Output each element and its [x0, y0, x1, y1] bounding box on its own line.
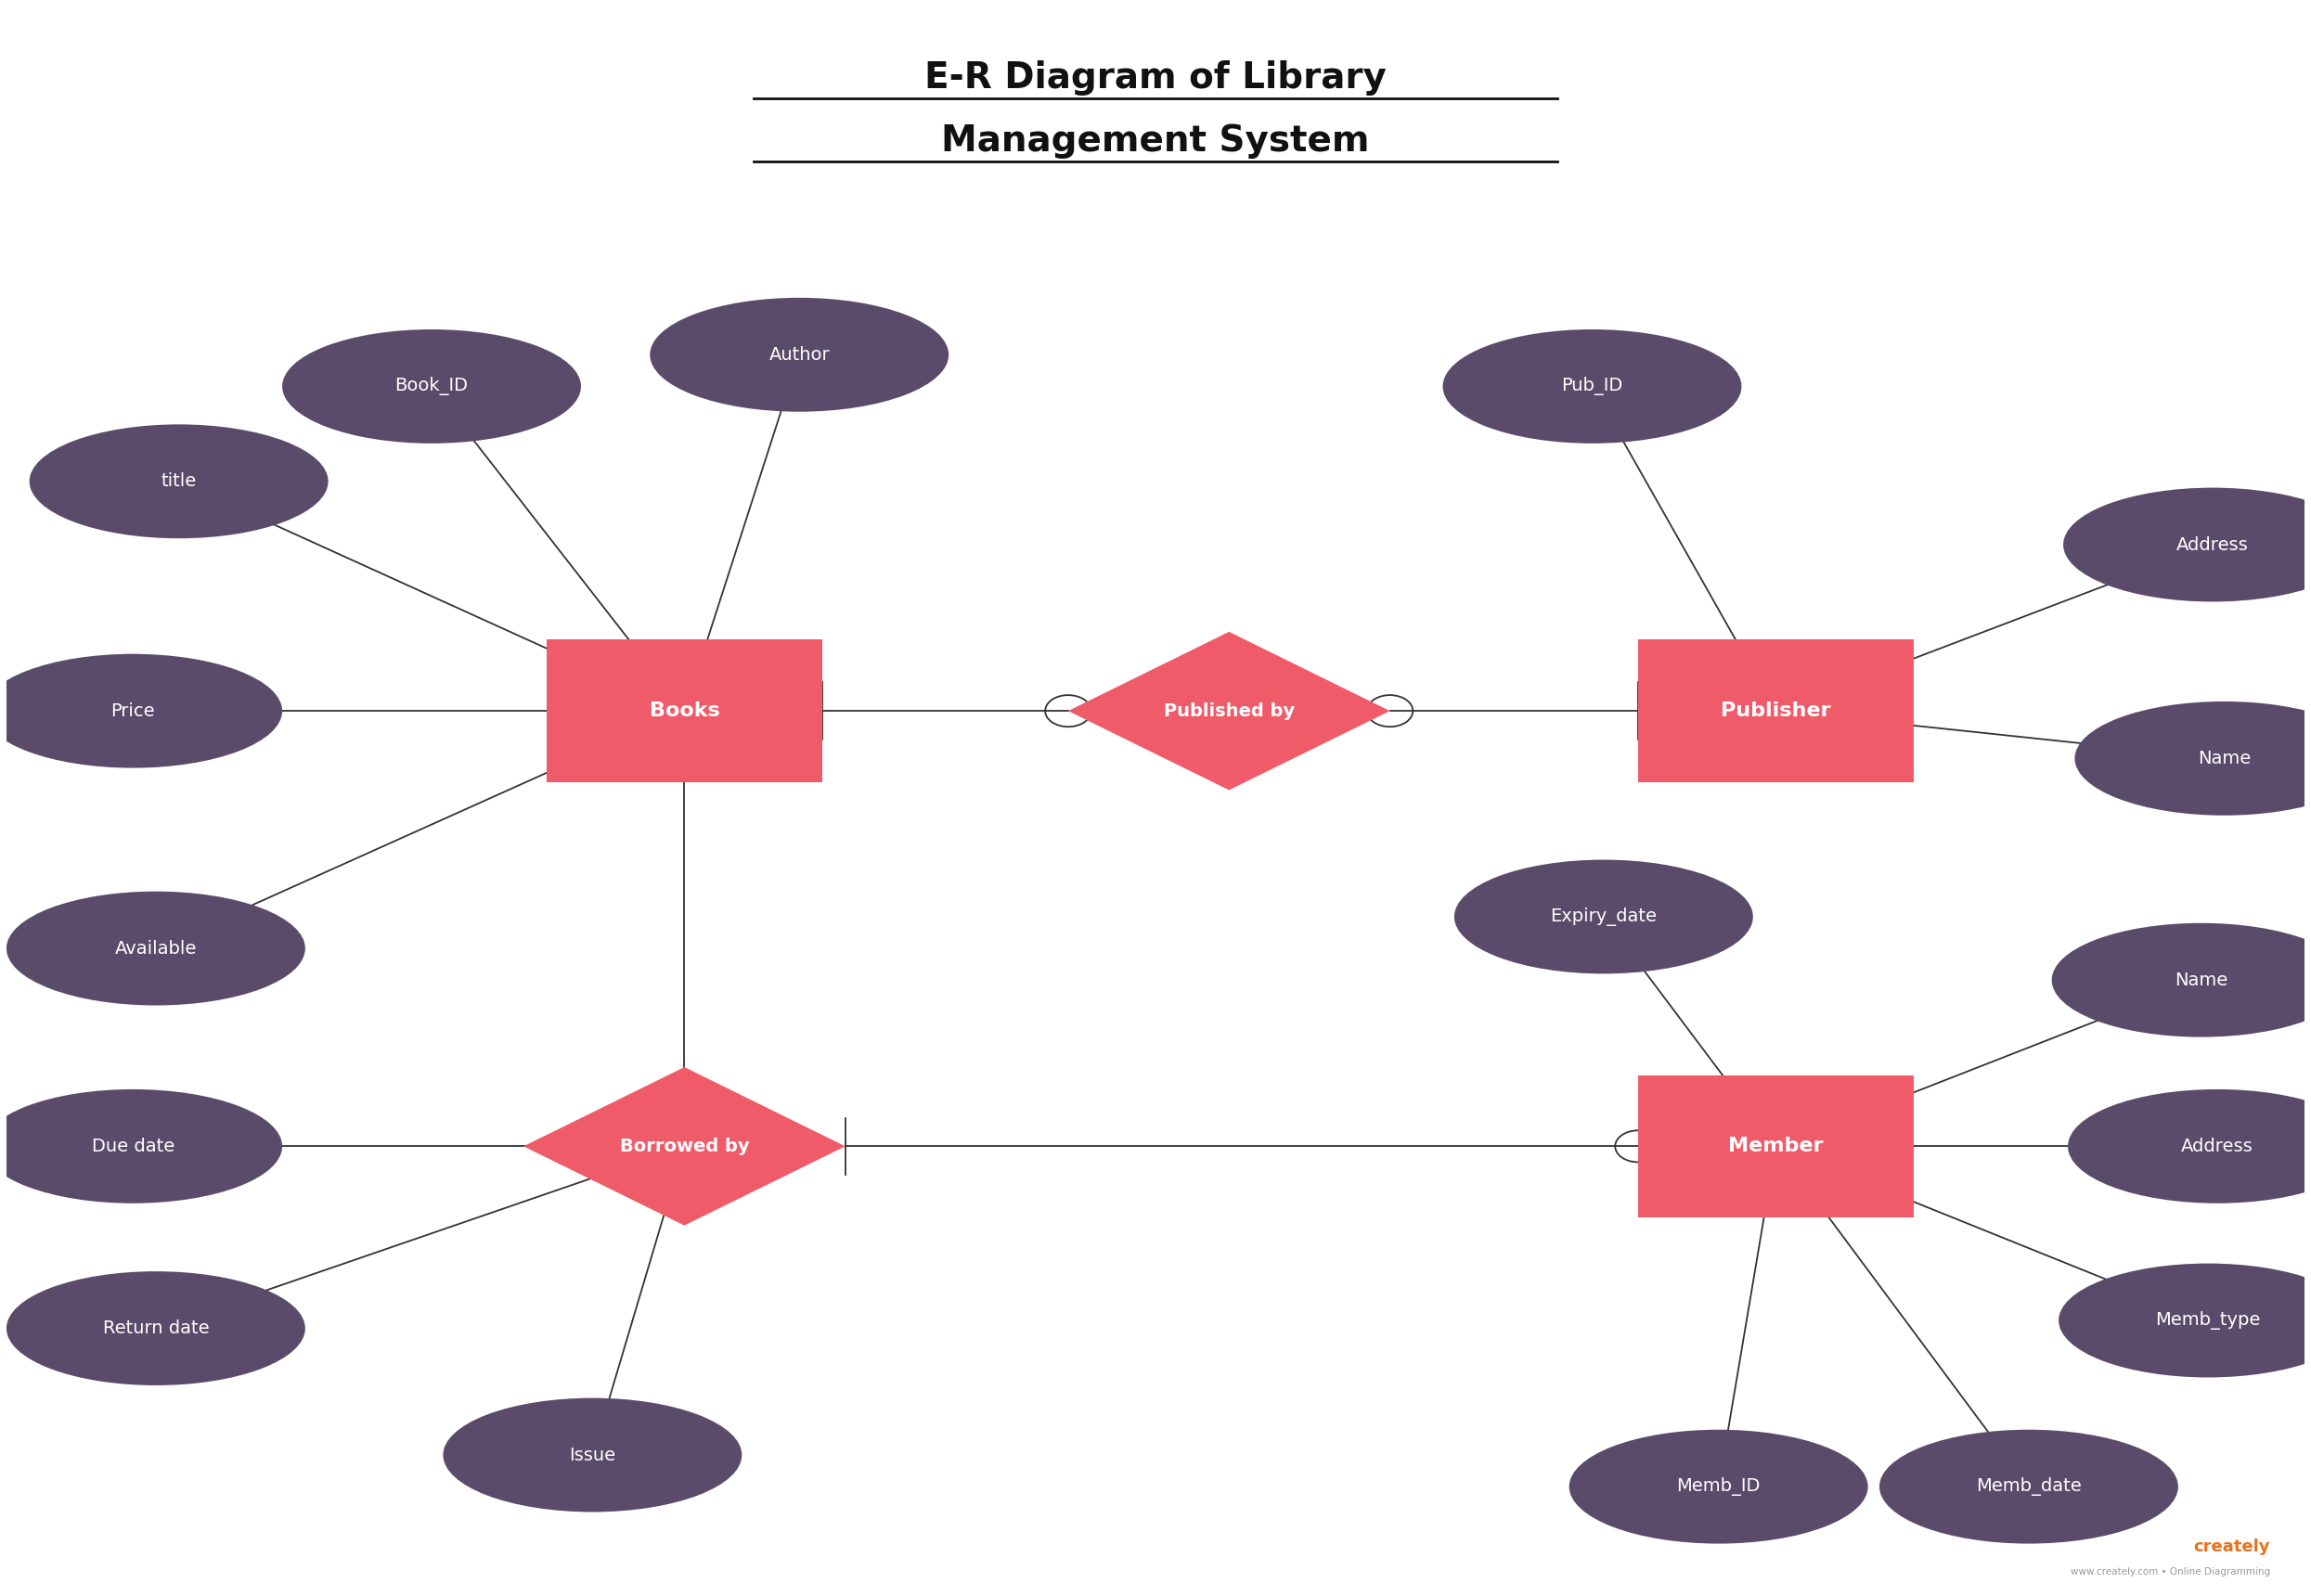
Text: Memb_date: Memb_date	[1976, 1478, 2082, 1495]
Text: Issue: Issue	[569, 1446, 615, 1464]
Text: Book_ID: Book_ID	[395, 377, 469, 396]
Ellipse shape	[1879, 1430, 2179, 1543]
Ellipse shape	[1569, 1430, 1867, 1543]
Ellipse shape	[0, 1090, 282, 1203]
Text: www.creately.com • Online Diagramming: www.creately.com • Online Diagramming	[2071, 1567, 2269, 1577]
Text: Address: Address	[2177, 536, 2249, 554]
Text: Publisher: Publisher	[1722, 702, 1830, 720]
Bar	[1638, 1076, 1914, 1218]
Ellipse shape	[2064, 488, 2311, 602]
Text: Published by: Published by	[1162, 702, 1294, 720]
Text: Memb_ID: Memb_ID	[1675, 1478, 1761, 1495]
Text: Member: Member	[1729, 1136, 1823, 1156]
Ellipse shape	[1442, 329, 1742, 444]
Ellipse shape	[1454, 860, 1754, 974]
Ellipse shape	[0, 654, 282, 768]
Ellipse shape	[30, 425, 328, 538]
Text: Address: Address	[2182, 1138, 2253, 1156]
Ellipse shape	[649, 298, 950, 412]
Text: Name: Name	[2175, 972, 2228, 990]
Text: Books: Books	[649, 702, 719, 720]
Text: Expiry_date: Expiry_date	[1551, 908, 1657, 926]
Bar	[545, 640, 823, 782]
Bar	[1638, 640, 1914, 782]
Text: Available: Available	[116, 940, 196, 958]
Polygon shape	[1068, 632, 1389, 790]
Text: Return date: Return date	[102, 1320, 208, 1337]
Ellipse shape	[2052, 922, 2311, 1037]
Text: E-R Diagram of Library: E-R Diagram of Library	[924, 61, 1387, 96]
Text: Price: Price	[111, 702, 155, 720]
Text: title: title	[162, 472, 196, 490]
Ellipse shape	[2059, 1264, 2311, 1377]
Ellipse shape	[282, 329, 580, 444]
Ellipse shape	[2075, 701, 2311, 816]
Ellipse shape	[444, 1398, 742, 1511]
Text: Borrowed by: Borrowed by	[619, 1138, 749, 1156]
Ellipse shape	[7, 892, 305, 1005]
Text: creately: creately	[2193, 1539, 2269, 1555]
Ellipse shape	[2068, 1090, 2311, 1203]
Polygon shape	[525, 1068, 846, 1226]
Ellipse shape	[7, 1272, 305, 1385]
Text: Name: Name	[2198, 750, 2251, 768]
Text: Author: Author	[770, 346, 830, 364]
Text: Management System: Management System	[941, 123, 1370, 158]
Text: Memb_type: Memb_type	[2156, 1312, 2260, 1329]
Text: Due date: Due date	[92, 1138, 173, 1156]
Text: Pub_ID: Pub_ID	[1562, 377, 1622, 396]
